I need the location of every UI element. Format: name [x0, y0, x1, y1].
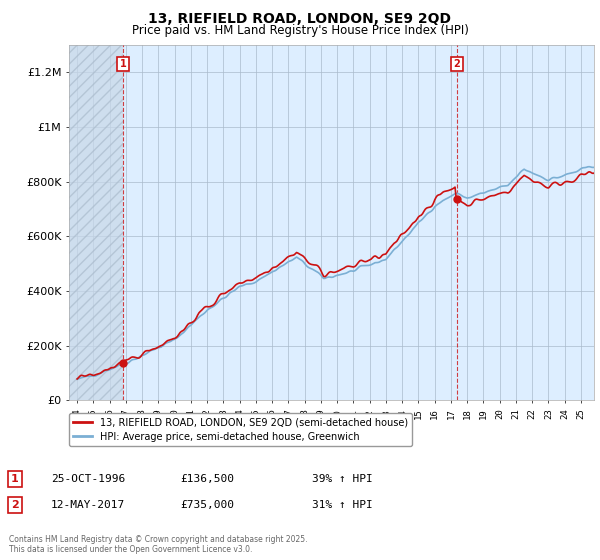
- Text: 2: 2: [454, 59, 460, 69]
- Text: £136,500: £136,500: [180, 474, 234, 484]
- Text: £735,000: £735,000: [180, 500, 234, 510]
- Text: 31% ↑ HPI: 31% ↑ HPI: [312, 500, 373, 510]
- Text: 25-OCT-1996: 25-OCT-1996: [51, 474, 125, 484]
- Text: 1: 1: [119, 59, 127, 69]
- Text: 2: 2: [11, 500, 19, 510]
- Text: 12-MAY-2017: 12-MAY-2017: [51, 500, 125, 510]
- Text: 39% ↑ HPI: 39% ↑ HPI: [312, 474, 373, 484]
- Text: 1: 1: [11, 474, 19, 484]
- Text: Price paid vs. HM Land Registry's House Price Index (HPI): Price paid vs. HM Land Registry's House …: [131, 24, 469, 37]
- Bar: [69, 45, 123, 400]
- Legend: 13, RIEFIELD ROAD, LONDON, SE9 2QD (semi-detached house), HPI: Average price, se: 13, RIEFIELD ROAD, LONDON, SE9 2QD (semi…: [69, 413, 412, 446]
- Text: 13, RIEFIELD ROAD, LONDON, SE9 2QD: 13, RIEFIELD ROAD, LONDON, SE9 2QD: [149, 12, 452, 26]
- Text: Contains HM Land Registry data © Crown copyright and database right 2025.
This d: Contains HM Land Registry data © Crown c…: [9, 535, 308, 554]
